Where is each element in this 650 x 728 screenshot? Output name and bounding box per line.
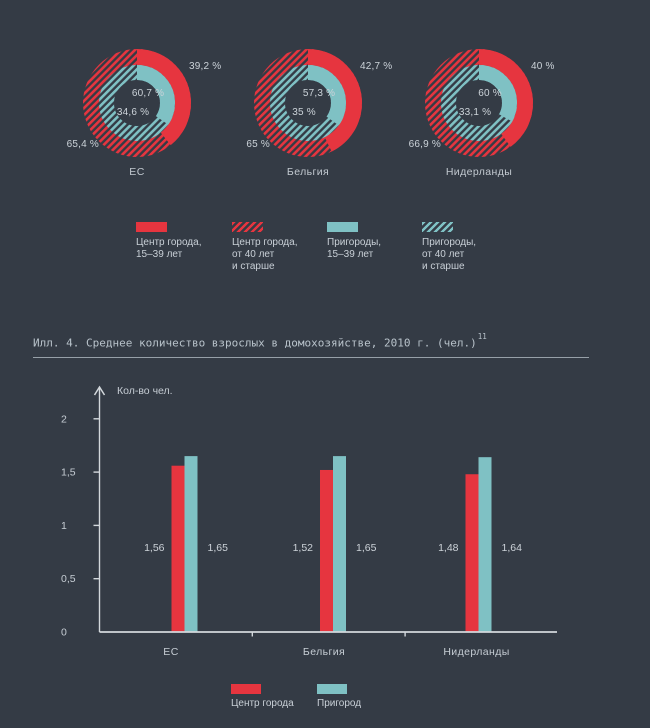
legend-label-line: от 40 лет (422, 249, 465, 260)
donut-group-2: 42,7 % 57,3 % 35 % 65 % Бельгия (223, 18, 393, 188)
caption-divider (33, 357, 589, 358)
donut-rings (425, 49, 533, 157)
y-tick-label: 2 (61, 413, 67, 425)
legend-swatch-red-hatched (232, 222, 263, 232)
legend-label-line: и старше (422, 261, 465, 272)
y-tick-label: 1 (61, 520, 67, 532)
legend-swatch-teal-solid (327, 222, 358, 232)
bar-chart: Кол-во чел. 0 0,5 1 1,5 2 1,56 1,65 ЕС 1,52 1,65 Бе… (0, 370, 650, 680)
donut-group-title: Нидерланды (445, 166, 513, 178)
donut-group-1: 39,2 % 60,7 % 34,6 % 65,4 % ЕС (52, 18, 222, 188)
bar-value-center-city: 1,56 (144, 542, 165, 554)
bar-value-suburb: 1,64 (502, 542, 523, 554)
figure-caption: Илл. 4. Среднее количество взрослых в до… (33, 332, 487, 350)
ring-center-15-39-solid (425, 49, 533, 157)
legend-label-line: 15–39 лет (327, 249, 374, 260)
ring-suburb-15-39-solid (99, 65, 175, 141)
x-category-label: Нидерланды (443, 646, 509, 658)
legend-swatch-teal-hatched (422, 222, 453, 232)
legend-label-line: Пригороды, (422, 237, 477, 248)
bar-value-center-city: 1,48 (438, 542, 459, 554)
legend-label-line: от 40 лет (232, 249, 275, 260)
x-category-label: ЕС (163, 646, 178, 658)
legend-label-line: Пригороды, (327, 237, 382, 248)
legend-swatch-red-solid (136, 222, 167, 232)
bar-suburb-1 (184, 456, 198, 632)
bar-legend-swatch-teal (317, 684, 347, 694)
legend-label-line: Центр города, (136, 237, 202, 248)
legend-label-line: Центр города, (232, 237, 298, 248)
figure-caption-footnote-ref: 11 (477, 332, 487, 341)
ring-center-15-39-solid (254, 49, 362, 157)
y-tick-label: 0,5 (61, 573, 76, 585)
y-axis-title: Кол-во чел. (117, 385, 173, 397)
bar-value-suburb: 1,65 (356, 542, 377, 554)
figure-caption-text: Илл. 4. Среднее количество взрослых в до… (33, 336, 477, 350)
ring-center-15-39-solid (83, 49, 191, 157)
bar-value-center-city: 1,52 (293, 542, 314, 554)
donut-label-suburb-old: 65 % (246, 139, 270, 150)
bar-center-city-2 (320, 469, 333, 632)
y-tick-label: 0 (61, 627, 67, 639)
donut-rings (254, 49, 362, 157)
bar-legend-swatch-red (231, 684, 261, 694)
y-tick-label: 1,5 (61, 467, 76, 479)
donut-label-suburb-young: 35 % (292, 107, 316, 118)
donut-rings (83, 49, 191, 157)
donut-legend-item-3: Пригороды, 15–39 лет (327, 222, 421, 261)
ring-suburb-15-39-solid (270, 65, 346, 141)
donut-label-center-old: 60 % (478, 88, 502, 99)
bar-suburb-3 (478, 457, 492, 632)
bar-center-city-1 (171, 465, 185, 632)
donut-label-center-young: 39,2 % (189, 61, 222, 72)
donut-label-center-young: 40 % (531, 61, 555, 72)
bar-legend-label: Центр города (231, 698, 294, 709)
donut-label-center-old: 57,3 % (302, 88, 336, 99)
donut-legend-item-2: Центр города, от 40 лет и старше (232, 222, 326, 273)
bar-legend-label: Пригород (317, 698, 362, 709)
x-category-label: Бельгия (303, 646, 345, 658)
legend-label-line: 15–39 лет (136, 249, 183, 260)
ring-suburb-15-39-solid (441, 65, 517, 141)
donut-label-center-young: 42,7 % (360, 61, 393, 72)
donut-legend-item-4: Пригороды, от 40 лет и старше (422, 222, 516, 273)
donut-label-suburb-young: 33,1 % (458, 107, 492, 118)
donut-legend-item-1: Центр города, 15–39 лет (136, 222, 230, 261)
donut-group-3: 40 % 60 % 33,1 % 66,9 % Нидерланды (394, 18, 564, 188)
y-axis-arrow-icon (93, 385, 106, 396)
legend-label-line: и старше (232, 261, 275, 272)
donut-label-suburb-old: 65,4 % (66, 139, 99, 150)
bar-value-suburb: 1,65 (208, 542, 229, 554)
donut-label-suburb-old: 66,9 % (408, 139, 441, 150)
donut-label-center-old: 60,7 % (131, 88, 165, 99)
bar-legend-item-2: Пригород (317, 684, 361, 709)
donut-group-title: Бельгия (286, 166, 330, 178)
donut-group-title: ЕС (129, 166, 145, 178)
donut-label-suburb-young: 34,6 % (116, 107, 150, 118)
bar-center-city-3 (465, 474, 479, 632)
bar-legend-item-1: Центр города (231, 684, 294, 709)
bar-suburb-2 (333, 456, 346, 632)
